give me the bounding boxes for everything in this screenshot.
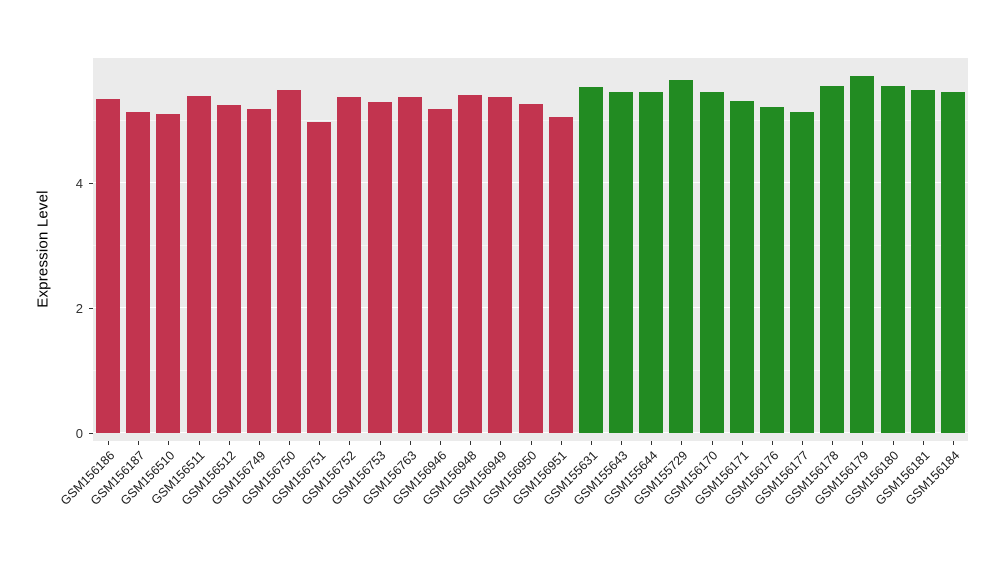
x-tick-mark bbox=[258, 441, 260, 445]
x-tick-label: GSM156180 bbox=[842, 448, 902, 508]
x-tick-mark bbox=[349, 441, 351, 445]
x-tick-mark bbox=[409, 441, 411, 445]
x-tick-label: GSM156948 bbox=[419, 448, 480, 508]
x-tick-label: GSM156949 bbox=[449, 448, 510, 508]
bar bbox=[186, 95, 211, 433]
bar bbox=[790, 111, 815, 433]
x-tick-mark bbox=[892, 441, 894, 445]
bar bbox=[96, 98, 121, 433]
bar bbox=[307, 121, 332, 433]
x-tick-mark bbox=[198, 441, 200, 445]
bar bbox=[639, 91, 664, 433]
x-tick-mark bbox=[621, 441, 623, 445]
y-tick-label: 0 bbox=[75, 426, 83, 441]
x-tick-label: GSM156763 bbox=[359, 448, 419, 508]
bar bbox=[156, 114, 181, 433]
x-tick-mark bbox=[168, 441, 170, 445]
x-tick-mark bbox=[922, 441, 924, 445]
x-tick-label: GSM156751 bbox=[268, 448, 329, 508]
bar bbox=[759, 107, 784, 433]
x-tick-mark bbox=[108, 441, 110, 445]
bar bbox=[246, 108, 271, 433]
y-tick-mark bbox=[89, 433, 93, 434]
y-tick-mark bbox=[89, 308, 93, 309]
bar bbox=[397, 97, 422, 433]
x-tick-mark bbox=[560, 441, 562, 445]
x-tick-mark bbox=[289, 441, 291, 445]
x-tick-label: GSM156750 bbox=[238, 448, 299, 508]
bar bbox=[548, 117, 573, 433]
x-tick-label: GSM156178 bbox=[781, 448, 842, 508]
bar bbox=[578, 86, 603, 433]
bar bbox=[277, 89, 302, 433]
x-tick-label: GSM156753 bbox=[329, 448, 389, 508]
bar bbox=[367, 102, 392, 433]
x-tick-mark bbox=[711, 441, 713, 445]
x-tick-label: GSM155643 bbox=[570, 448, 631, 508]
bar bbox=[880, 85, 905, 433]
x-tick-mark bbox=[802, 441, 804, 445]
x-tick-mark bbox=[138, 441, 140, 445]
x-tick-mark bbox=[439, 441, 441, 445]
bar bbox=[850, 75, 875, 433]
x-tick-label: GSM156511 bbox=[148, 448, 208, 508]
x-tick-label: GSM156512 bbox=[178, 448, 238, 508]
bar bbox=[940, 91, 965, 433]
x-tick-label: GSM156946 bbox=[389, 448, 450, 508]
bar bbox=[518, 103, 543, 433]
x-tick-label: GSM155631 bbox=[540, 448, 601, 508]
x-tick-mark bbox=[681, 441, 683, 445]
x-tick-label: GSM156951 bbox=[510, 448, 570, 508]
plot-panel bbox=[93, 58, 968, 441]
x-tick-label: GSM156181 bbox=[872, 448, 932, 508]
x-tick-label: GSM156510 bbox=[118, 448, 178, 508]
x-tick-mark bbox=[771, 441, 773, 445]
x-tick-mark bbox=[500, 441, 502, 445]
x-tick-label: GSM156186 bbox=[57, 448, 118, 508]
x-tick-label: GSM156170 bbox=[661, 448, 721, 508]
y-tick-label: 2 bbox=[75, 301, 83, 316]
x-tick-label: GSM156179 bbox=[812, 448, 872, 508]
x-tick-mark bbox=[862, 441, 864, 445]
bar bbox=[729, 100, 754, 433]
bar bbox=[699, 92, 724, 433]
x-tick-label: GSM156749 bbox=[208, 448, 269, 508]
y-axis-title: Expression Level bbox=[34, 190, 52, 308]
x-tick-mark bbox=[832, 441, 834, 445]
bars-container bbox=[93, 58, 968, 441]
x-tick-label: GSM156176 bbox=[721, 448, 782, 508]
x-tick-label: GSM156177 bbox=[751, 448, 812, 508]
bar bbox=[458, 94, 483, 433]
x-tick-label: GSM156184 bbox=[902, 448, 963, 508]
x-tick-label: GSM156752 bbox=[299, 448, 359, 508]
bar bbox=[337, 97, 362, 433]
x-tick-label: GSM155644 bbox=[600, 448, 661, 508]
bar bbox=[126, 111, 151, 433]
x-tick-mark bbox=[319, 441, 321, 445]
x-tick-label: GSM155729 bbox=[631, 448, 691, 508]
x-tick-mark bbox=[952, 441, 954, 445]
x-tick-mark bbox=[590, 441, 592, 445]
x-tick-mark bbox=[741, 441, 743, 445]
x-tick-mark bbox=[651, 441, 653, 445]
y-tick-mark bbox=[89, 183, 93, 184]
bar bbox=[609, 92, 634, 433]
bar bbox=[488, 96, 513, 433]
bar bbox=[910, 89, 935, 433]
x-tick-label: GSM156187 bbox=[87, 448, 148, 508]
x-tick-mark bbox=[228, 441, 230, 445]
x-tick-label: GSM156171 bbox=[691, 448, 751, 508]
x-tick-mark bbox=[379, 441, 381, 445]
x-tick-mark bbox=[470, 441, 472, 445]
bar bbox=[820, 85, 845, 433]
x-tick-label: GSM156950 bbox=[480, 448, 540, 508]
y-tick-label: 4 bbox=[75, 176, 83, 191]
bar bbox=[427, 108, 452, 433]
bar bbox=[669, 79, 694, 433]
x-tick-mark bbox=[530, 441, 532, 445]
bar bbox=[216, 104, 241, 433]
